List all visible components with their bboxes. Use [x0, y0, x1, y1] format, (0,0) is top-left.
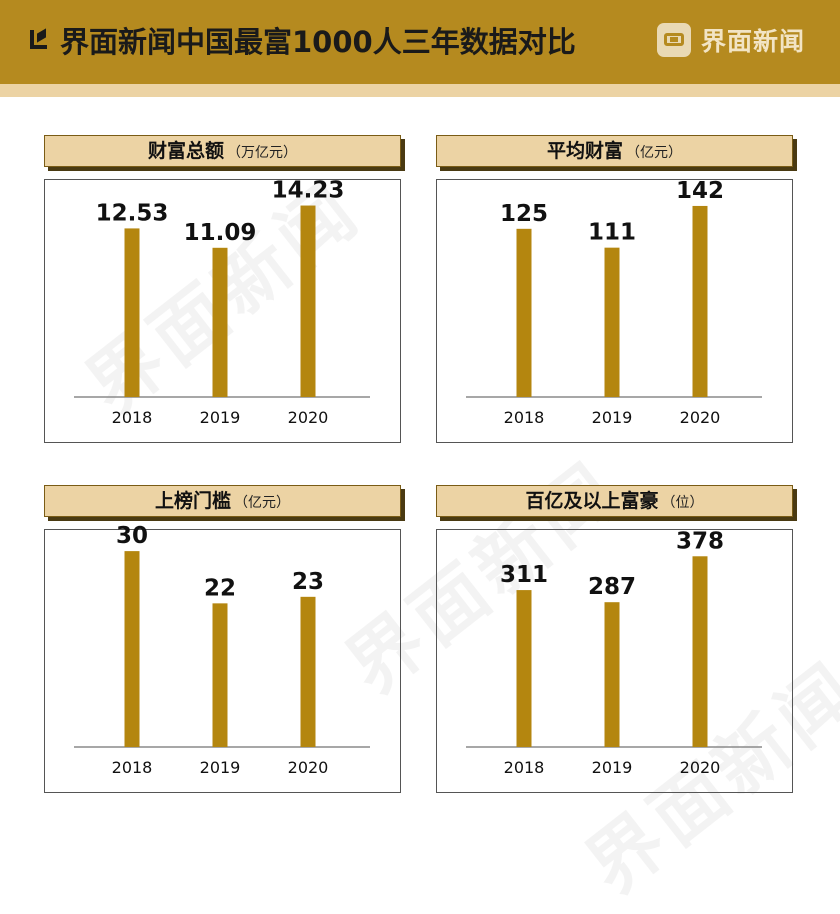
chart-unit: （亿元） — [234, 495, 290, 511]
bar — [604, 602, 620, 747]
bar — [300, 205, 316, 397]
chart-panel: 财富总额 （万亿元） 12.53 2018 11.09 2019 14.23 2020 — [44, 135, 401, 443]
x-tick-label: 2019 — [592, 758, 633, 777]
header-band — [0, 84, 840, 97]
bar-chart: 311 2018 287 2019 378 2020 — [466, 528, 762, 777]
bar-value-label: 11.09 — [184, 220, 257, 246]
bar — [124, 228, 140, 397]
chart-panel: 平均财富 （亿元） 125 2018 111 2019 142 2020 — [436, 135, 793, 443]
x-tick-label: 2019 — [200, 758, 241, 777]
chart-unit: （亿元） — [626, 145, 682, 161]
chart-frame — [436, 529, 793, 793]
chart-panel: 上榜门槛 （亿元） 30 2018 22 2019 23 2020 — [44, 485, 401, 793]
page-icon — [30, 30, 47, 49]
brand-name: 界面新闻 — [701, 27, 806, 56]
x-tick-label: 2018 — [504, 408, 545, 427]
bar-value-label: 12.53 — [96, 200, 169, 226]
chart-title-text: 百亿及以上富豪 — [525, 490, 659, 512]
bar-value-label: 14.23 — [272, 178, 345, 204]
bar — [300, 596, 316, 747]
bar-value-label: 30 — [116, 523, 148, 549]
x-tick-label: 2018 — [112, 408, 153, 427]
bar-value-label: 22 — [204, 575, 236, 601]
x-tick-label: 2019 — [592, 408, 633, 427]
chart-title-text: 财富总额 — [147, 140, 224, 162]
bar — [212, 247, 228, 397]
brand: 界面新闻 — [657, 22, 805, 58]
chart-unit: （万亿元） — [227, 145, 297, 161]
chart-unit: （位） — [661, 495, 704, 511]
chart-title: 百亿及以上富豪 （位） — [436, 485, 793, 517]
bar-value-label: 287 — [588, 574, 636, 600]
bar-chart: 30 2018 22 2019 23 2020 — [74, 523, 370, 777]
chart-frame — [44, 529, 401, 793]
bar — [212, 603, 228, 747]
bar-chart: 125 2018 111 2019 142 2020 — [466, 178, 762, 427]
bar-value-label: 111 — [588, 220, 636, 246]
x-tick-label: 2020 — [288, 758, 329, 777]
x-tick-label: 2018 — [112, 758, 153, 777]
chart-title: 上榜门槛 （亿元） — [44, 485, 401, 517]
chart-frame — [436, 179, 793, 443]
chart-title: 平均财富 （亿元） — [436, 135, 793, 167]
chart-frame — [44, 179, 401, 443]
bar — [124, 551, 140, 747]
bar — [516, 590, 532, 747]
bar — [692, 205, 708, 397]
bar-value-label: 142 — [676, 178, 724, 204]
x-tick-label: 2020 — [680, 408, 721, 427]
x-tick-label: 2018 — [504, 758, 545, 777]
chart-title: 财富总额 （万亿元） — [44, 135, 401, 167]
x-tick-label: 2019 — [200, 408, 241, 427]
bar-value-label: 23 — [292, 569, 324, 595]
bar-value-label: 311 — [500, 562, 548, 588]
chart-title-text: 上榜门槛 — [154, 490, 231, 512]
bar-value-label: 125 — [500, 201, 548, 227]
x-tick-label: 2020 — [680, 758, 721, 777]
bar-chart: 12.53 2018 11.09 2019 14.23 2020 — [74, 178, 370, 427]
chart-panel: 百亿及以上富豪 （位） 311 2018 287 2019 378 2020 — [436, 485, 793, 793]
bar — [516, 228, 532, 397]
chart-title-text: 平均财富 — [546, 140, 623, 162]
brand-logo-icon — [657, 23, 691, 57]
header-bar: 界面新闻中国最富1000人三年数据对比 界面新闻 — [0, 0, 840, 84]
x-tick-label: 2020 — [288, 408, 329, 427]
bar — [604, 247, 620, 397]
page-title: 界面新闻中国最富1000人三年数据对比 — [60, 25, 576, 59]
bar — [692, 556, 708, 747]
bar-value-label: 378 — [676, 528, 724, 554]
